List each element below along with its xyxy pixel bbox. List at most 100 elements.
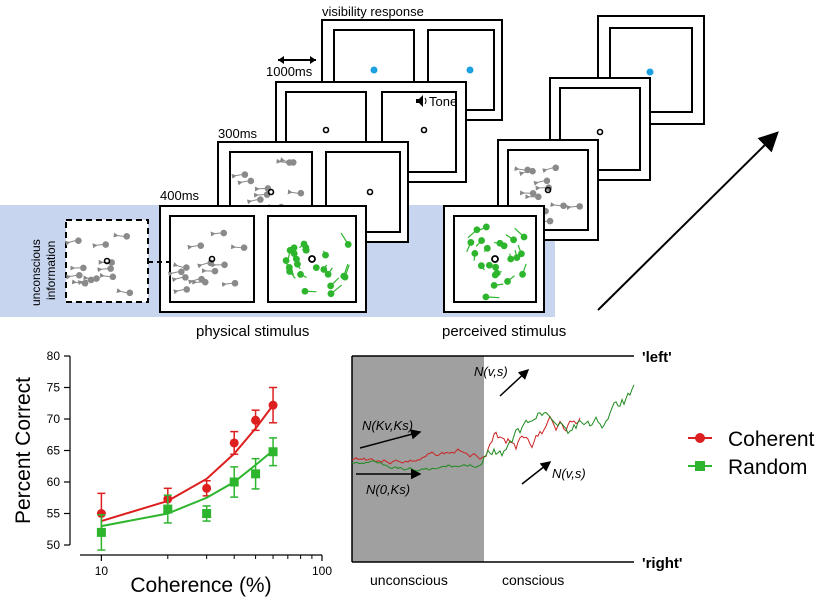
label-right-bound: 'right': [642, 555, 682, 572]
motion-dot-trail: [173, 288, 184, 295]
coherent-dot: [504, 278, 511, 285]
y-tick-label: 70: [47, 412, 61, 426]
annotation-conscious-bottom: N(v,s): [552, 466, 586, 481]
coherent-dot: [510, 236, 517, 244]
coherent-dot: [491, 271, 499, 279]
motion-dot: [529, 189, 537, 197]
motion-dot: [182, 274, 189, 281]
coherent-dot: [492, 263, 499, 271]
motion-dot: [197, 242, 205, 249]
coherent-dot: [467, 239, 475, 246]
motion-dot: [93, 275, 100, 282]
unconscious-shade: [352, 356, 484, 562]
motion-dot: [552, 164, 560, 172]
motion-dot-trail: [533, 180, 545, 186]
coherent-dot: [477, 262, 485, 270]
data-point-random: [251, 469, 261, 479]
coherent-dot: [490, 281, 498, 289]
legend: Coherent Random: [688, 428, 815, 479]
label-unconscious-region: unconscious: [370, 572, 448, 588]
fit-line-random: [101, 449, 274, 528]
fixation-point: [491, 255, 499, 263]
motion-dot: [231, 279, 239, 287]
response-dot: [646, 68, 654, 76]
motion-dot-trail: [113, 232, 124, 238]
coherent-dot: [507, 255, 515, 263]
motion-dot-trail: [566, 205, 577, 210]
frame-stimulus: [159, 205, 367, 313]
label-unconscious-2: information: [44, 241, 58, 300]
random-trace: [351, 384, 635, 472]
annotation-drift-unconscious: N(Kv,Ks): [362, 418, 413, 433]
motion-dot-trail: [99, 272, 110, 278]
label-unconscious-1: unconscious: [29, 239, 43, 306]
motion-dot: [221, 261, 228, 269]
motion-dot: [543, 177, 551, 185]
fit-line-coherent: [101, 404, 274, 523]
fixation-point: [267, 188, 275, 196]
drift-diffusion-panel: 'left' 'right' unconscious conscious N(K…: [351, 349, 682, 588]
fixation-point: [544, 186, 552, 194]
motion-dot: [529, 167, 536, 175]
label-conscious-region: conscious: [502, 572, 564, 588]
motion-dot: [183, 286, 191, 293]
coherent-dot: [327, 290, 335, 298]
coherent-dot: [513, 254, 521, 262]
motion-dot: [201, 278, 209, 286]
motion-dot: [123, 233, 131, 240]
coherent-trace: [351, 415, 581, 465]
annotation-noise-unconscious: N(0,Ks): [366, 482, 410, 497]
motion-dot: [247, 177, 255, 185]
y-tick-label: 65: [47, 444, 61, 458]
motion-dot-trail: [116, 288, 127, 294]
coherent-dot: [320, 266, 328, 273]
legend-random-label: Random: [728, 456, 807, 479]
y-tick-label: 75: [47, 381, 61, 395]
fixation-point: [308, 255, 316, 263]
motion-dot: [535, 193, 542, 201]
data-point-coherent: [229, 438, 239, 448]
motion-dot-trail: [279, 157, 291, 163]
motion-dot-trail: [550, 202, 561, 208]
x-axis-label: Coherence (%): [130, 574, 271, 597]
coherent-dot: [301, 287, 309, 295]
annotation-conscious-top: N(v,s): [474, 364, 508, 379]
motion-dot-trail: [167, 271, 179, 277]
motion-dot-trail: [65, 274, 77, 280]
coherent-dot: [312, 264, 320, 271]
motion-dot-trail: [237, 180, 248, 186]
motion-dot: [183, 264, 190, 271]
data-point-random: [96, 527, 106, 537]
data-point-coherent: [96, 509, 106, 518]
motion-dot-trail: [210, 231, 221, 237]
data-point-random: [229, 477, 239, 487]
label-left-bound: 'left': [642, 349, 672, 366]
motion-dot-trail: [542, 167, 553, 174]
coherent-dot: [485, 261, 493, 269]
coherent-dot: [341, 273, 349, 281]
motion-dot-trail: [514, 166, 525, 172]
data-point-random: [163, 504, 173, 514]
motion-dot: [109, 273, 117, 281]
motion-dot: [178, 268, 185, 276]
motion-dot-trail: [519, 170, 530, 177]
motion-dot: [107, 265, 114, 272]
motion-dot: [75, 272, 83, 279]
fixation-point: [103, 257, 111, 265]
motion-dot: [211, 267, 219, 275]
coherent-dot: [483, 244, 491, 252]
response-dot: [370, 66, 378, 74]
motion-dot: [257, 196, 264, 203]
speaker-icon: [416, 95, 427, 107]
legend-coherent-label: Coherent: [728, 428, 815, 451]
label-tone: Tone: [429, 94, 457, 109]
psychometric-chart: 50 55 60 65 70 75 80 10 100 Coherence (%) Percent …: [12, 349, 332, 597]
data-point-random: [268, 447, 278, 457]
coherent-dot: [293, 255, 300, 263]
x-tick-label: 10: [95, 564, 109, 578]
motion-dot: [576, 203, 583, 210]
time-arrow: [597, 131, 779, 311]
coherent-dot: [322, 251, 329, 259]
label-400ms: 400ms: [160, 188, 200, 203]
